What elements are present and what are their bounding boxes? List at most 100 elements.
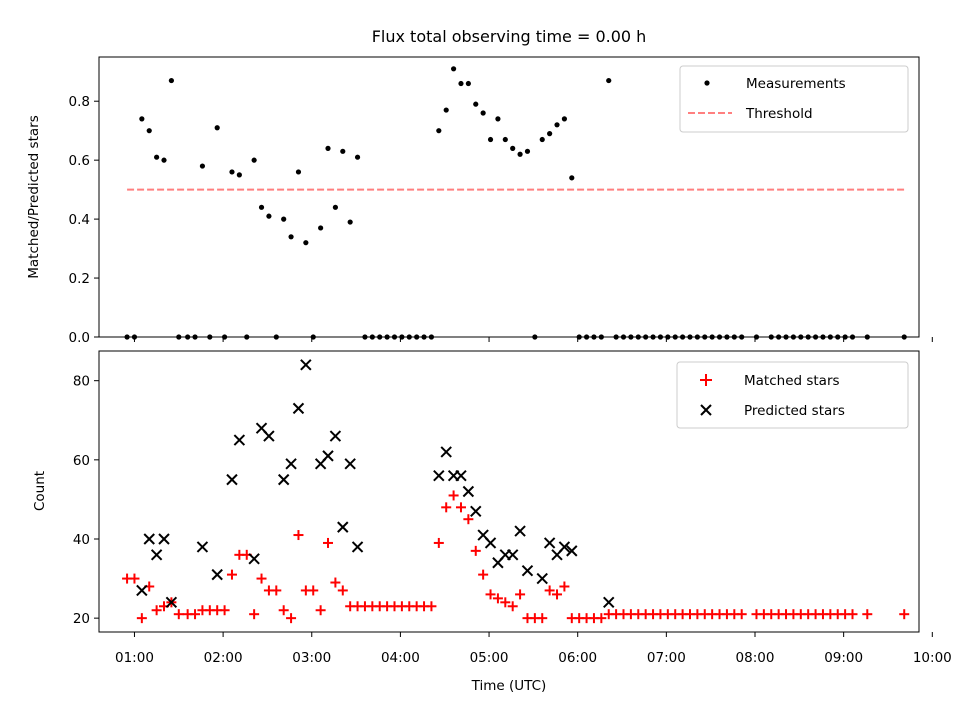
x-tick-label: 10:00	[913, 650, 952, 666]
measurement-point	[606, 77, 612, 84]
x-axis-label: Time (UTC)	[471, 678, 547, 694]
matched-star-point	[899, 609, 910, 620]
legend-measurements-marker	[704, 80, 710, 86]
y-tick-label: 0.4	[69, 212, 90, 228]
matched-star-point	[293, 530, 304, 541]
measurement-point	[502, 136, 508, 143]
measurement-point	[569, 175, 575, 181]
predicted-star-point	[263, 430, 275, 442]
top-legend: Measurements Threshold	[679, 65, 909, 133]
x-tick-label: 09:00	[824, 650, 863, 666]
matched-star-point	[478, 569, 489, 580]
matched-star-point	[278, 605, 289, 616]
measurement-point	[168, 77, 174, 84]
matched-star-point	[552, 589, 563, 600]
measurement-point	[154, 154, 160, 160]
matched-star-point	[559, 581, 570, 592]
x-tick-label: 03:00	[292, 650, 331, 666]
matched-star-point	[190, 609, 201, 620]
matched-star-point	[219, 605, 230, 616]
matched-star-point	[485, 589, 496, 600]
predicted-star-point	[233, 434, 246, 446]
matched-star-point	[315, 605, 326, 616]
predicted-star-point	[433, 469, 445, 482]
matched-star-point	[470, 545, 481, 556]
measurement-point	[139, 116, 145, 122]
measurement-point	[266, 213, 272, 219]
x-tick-label: 08:00	[736, 650, 775, 666]
y-tick-label: 0.0	[69, 330, 90, 346]
matched-star-point	[441, 502, 452, 513]
measurement-point	[539, 136, 545, 143]
matched-star-point	[847, 609, 858, 620]
predicted-star-point	[351, 541, 364, 553]
measurement-point	[161, 157, 167, 163]
measurement-point	[303, 240, 309, 246]
matched-star-point	[455, 502, 466, 513]
matched-star-point	[448, 490, 459, 501]
matched-star-point	[286, 613, 297, 624]
x-tick-label: 02:00	[204, 650, 243, 666]
matched-star-point	[173, 609, 184, 620]
predicted-star-point	[285, 458, 297, 470]
measurement-point	[332, 204, 338, 210]
predicted-star-point	[248, 553, 260, 565]
predicted-star-point	[484, 537, 497, 549]
legend-matched-label: Matched stars	[744, 373, 840, 389]
matched-star-point	[249, 609, 260, 620]
matched-star-point	[507, 601, 518, 612]
measurement-point	[295, 169, 302, 175]
measurement-point	[458, 80, 464, 87]
matched-star-point	[736, 609, 747, 620]
top-plot-frame	[98, 56, 920, 338]
predicted-star-point	[196, 541, 209, 553]
measurement-point	[318, 225, 324, 231]
predicted-star-point	[566, 545, 578, 557]
predicted-star-point	[211, 568, 223, 581]
predicted-star-point	[455, 469, 467, 482]
predicted-star-point	[300, 359, 312, 371]
bottom-legend-box	[676, 361, 909, 429]
measurement-point	[347, 219, 353, 225]
bottom-x-ticks: 01:00 02:00 03:00 04:00 05:00 06:00 07:00 08:00…	[115, 632, 952, 666]
predicted-star-point	[521, 564, 534, 577]
predicted-star-point	[143, 533, 155, 545]
x-tick-label: 05:00	[470, 650, 509, 666]
top-y-axis-label: Matched/Predicted stars	[26, 115, 42, 278]
matched-star-point	[862, 609, 873, 620]
x-tick-label: 07:00	[647, 650, 686, 666]
measurement-point	[288, 234, 294, 240]
measurement-point	[354, 154, 361, 160]
measurement-point	[524, 148, 531, 154]
matched-star-point	[515, 589, 526, 600]
legend-matched-marker	[700, 374, 712, 386]
measurement-point	[281, 216, 287, 222]
x-tick-label: 01:00	[115, 650, 154, 666]
matched-star-point	[136, 613, 147, 624]
measurement-point	[251, 157, 257, 163]
y-tick-label: 40	[73, 532, 90, 548]
matched-star-point	[544, 585, 555, 596]
measurement-point	[443, 107, 449, 113]
predicted-star-point	[329, 430, 342, 442]
measurement-point	[473, 101, 479, 107]
legend-threshold-label: Threshold	[745, 106, 813, 122]
bottom-legend: Matched stars Predicted stars	[676, 361, 909, 429]
predicted-star-point	[277, 473, 290, 486]
x-tick-label: 04:00	[381, 650, 420, 666]
measurement-point	[450, 66, 457, 72]
matched-star-point	[226, 569, 237, 580]
matched-star-point	[463, 514, 474, 525]
y-tick-label: 0.8	[69, 94, 90, 110]
predicted-star-point	[440, 446, 452, 458]
predicted-star-point	[536, 572, 548, 585]
predicted-star-point	[543, 537, 556, 549]
bottom-plot-frame	[98, 350, 920, 633]
y-tick-label: 0.2	[69, 271, 90, 287]
y-tick-label: 0.6	[69, 153, 90, 169]
predicted-star-point	[226, 473, 238, 486]
x-tick-label: 06:00	[558, 650, 597, 666]
matched-star-point	[500, 597, 511, 608]
predicted-star-point	[337, 521, 349, 533]
